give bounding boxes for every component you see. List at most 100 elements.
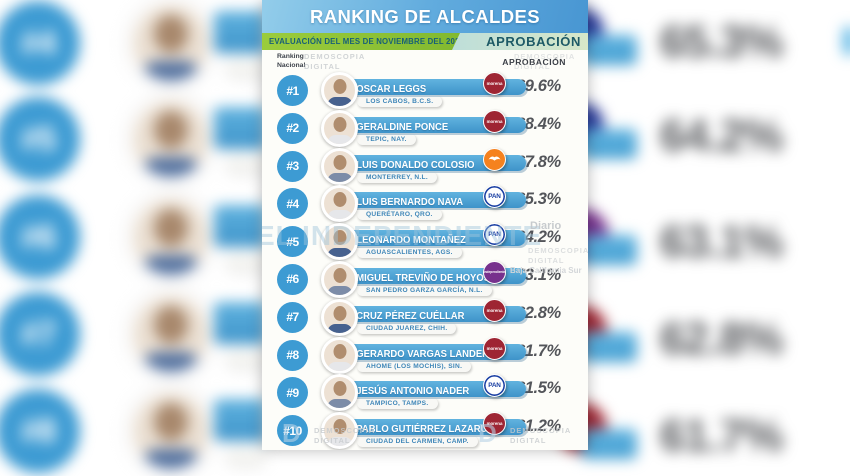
rank-badge: #7 (277, 301, 308, 333)
mayor-photo (321, 298, 358, 336)
mayor-name: JESÚS ANTONIO NADER (356, 385, 470, 398)
mayor-photo (321, 147, 358, 185)
bg-rank-badge: #6 (0, 195, 80, 279)
rank-badge: #6 (277, 263, 308, 295)
party-logo-label: morena (486, 345, 503, 351)
approbacion-heading: APROBACIÓN (486, 34, 581, 49)
bg-rank-badge: #5 (0, 97, 80, 181)
photo-shoulders (327, 97, 352, 106)
mayor-photo (321, 72, 358, 109)
photo-shoulders (327, 248, 352, 258)
photo-head (333, 381, 346, 397)
mayor-city: LOS CABOS, B.C.S. (357, 96, 443, 107)
bg-name-bar (214, 302, 266, 344)
morena-party-logo-icon: morena (483, 336, 506, 360)
photo-shoulders (327, 285, 352, 295)
approval-value: 61.2% (516, 417, 561, 436)
bg-edge-bar (843, 27, 850, 55)
bg-rank-badge: #8 (0, 389, 80, 473)
mayor-name: CRUZ PÉREZ CUÉLLAR (356, 309, 465, 322)
mayor-city: QUERÉTARO, QRO. (357, 209, 442, 221)
bg-name-bar (214, 399, 266, 441)
photo-shoulders (327, 172, 352, 182)
ranking-national-column-label: Ranking Nacional (277, 53, 306, 69)
evaluation-ribbon: EVALUACIÓN DEL MES DE NOVIEMBRE DEL 2021 (262, 33, 460, 50)
morena-party-logo-icon: morena (483, 298, 506, 322)
ranking-row: #9 JESÚS ANTONIO NADER TAMPICO, TAMPS. PAN 6… (262, 374, 588, 412)
bg-bar-stub (581, 35, 637, 65)
bg-city-pill (226, 348, 266, 368)
approval-value: 62.8% (516, 303, 561, 322)
bg-name-bar (214, 11, 266, 53)
morena-party-logo-icon: morena (483, 109, 506, 133)
bg-rank-badge: #7 (0, 292, 80, 376)
photo-head (333, 267, 346, 283)
pan-party-logo-icon: PAN (483, 374, 506, 398)
mayor-city: AHOME (LOS MOCHIS), SIN. (357, 360, 472, 372)
bg-mayor-photo (126, 94, 216, 184)
bg-bar-stub (581, 332, 637, 362)
bg-approval-value: 64.2% (660, 110, 784, 161)
photo-head (333, 305, 346, 321)
ranking-row: #3 LUIS DONALDO COLOSIO MONTERREY, N.L. 67.… (262, 147, 588, 186)
pan-party-logo-icon: PAN (483, 223, 506, 247)
approval-value: 69.6% (516, 77, 561, 95)
photo-shoulders (327, 399, 352, 409)
header-band: RANKING DE ALCALDES (262, 0, 588, 33)
rank-badge: #1 (277, 75, 308, 106)
evaluation-ribbon-label: EVALUACIÓN DEL MES DE NOVIEMBRE DEL 2021 (269, 37, 465, 46)
photo-head (333, 230, 346, 246)
mayor-name-bar: JESÚS ANTONIO NADER (350, 381, 526, 398)
photo-head (333, 79, 346, 94)
mayor-name-bar: LUIS DONALDO COLOSIO (350, 154, 526, 171)
approval-value: 65.3% (516, 190, 561, 209)
approval-value: 61.7% (516, 341, 561, 360)
blurred-background: #4 #5 #6 #7 #8 65.3% 64.2% 63.1% 62.8% 61.7% (0, 0, 850, 450)
party-logo-label: PAN (488, 193, 501, 201)
ranking-row: #8 GERARDO VARGAS LANDEROS AHOME (LOS MOCH… (262, 336, 588, 375)
mayor-name: OSCAR LEGGS (356, 83, 427, 95)
rank-badge: #2 (277, 112, 308, 144)
approval-value: 64.2% (516, 228, 561, 247)
ranking-card: RANKING DE ALCALDES EVALUACIÓN DEL MES D… (262, 0, 588, 450)
ranking-list: #1 OSCAR LEGGS LOS CABOS, B.C.S. morena 69.6… (262, 72, 588, 450)
ranking-row: #1 OSCAR LEGGS LOS CABOS, B.C.S. morena 69.6… (262, 72, 588, 110)
bg-approval-value: 62.8% (660, 313, 784, 364)
mayor-city: TEPIC, NAY. (357, 133, 416, 145)
rank-badge: #4 (277, 188, 308, 220)
approval-value: 67.8% (516, 152, 561, 171)
mayor-photo (321, 185, 358, 223)
page-title: RANKING DE ALCALDES (310, 5, 540, 27)
ranking-row: #7 CRUZ PÉREZ CUÉLLAR CIUDAD JUAREZ, CHIH.… (262, 298, 588, 337)
photo-head (333, 192, 346, 208)
ranking-row: #6 MIGUEL TREVIÑO DE HOYOS SAN PEDRO GARZA… (262, 260, 588, 299)
photo-head (333, 116, 346, 132)
subheader-band: EVALUACIÓN DEL MES DE NOVIEMBRE DEL 2021… (262, 33, 588, 50)
bg-approval-value: 63.1% (660, 216, 784, 267)
rank-badge: #9 (277, 377, 308, 409)
mayor-name-bar: LEONARDO MONTAÑEZ (350, 230, 526, 247)
independiente-party-logo-icon: independiente (483, 260, 506, 284)
mayor-name: GERARDO VARGAS LANDEROS (356, 347, 503, 360)
bg-city-pill (226, 445, 266, 465)
mayor-name-bar: OSCAR LEGGS (350, 79, 526, 95)
photo-shoulders (327, 437, 352, 447)
bg-mayor-photo (126, 289, 216, 379)
pan-party-logo-icon: PAN (483, 185, 506, 209)
mayor-name: GERALDINE PONCE (356, 120, 449, 133)
mayor-name-bar: GERARDO VARGAS LANDEROS (350, 343, 526, 360)
mayor-city: MONTERREY, N.L. (357, 171, 438, 183)
ranking-row: #4 LUIS BERNARDO NAVA QUERÉTARO, QRO. PAN 65… (262, 185, 588, 223)
bg-bar-stub (581, 235, 637, 265)
mayor-city: CIUDAD JUAREZ, CHIH. (357, 322, 457, 334)
mayor-name-bar: PABLO GUTIÉRREZ LAZARUS (350, 419, 526, 436)
mc-party-logo-icon (483, 147, 506, 171)
rank-badge: #10 (277, 415, 308, 447)
photo-head (333, 419, 346, 435)
approval-value: 61.5% (516, 379, 561, 398)
rank-badge: #3 (277, 150, 308, 182)
bg-bar-stub (581, 429, 637, 459)
photo-shoulders (327, 323, 352, 333)
bg-name-bar (214, 205, 266, 247)
mayor-photo (321, 412, 358, 450)
